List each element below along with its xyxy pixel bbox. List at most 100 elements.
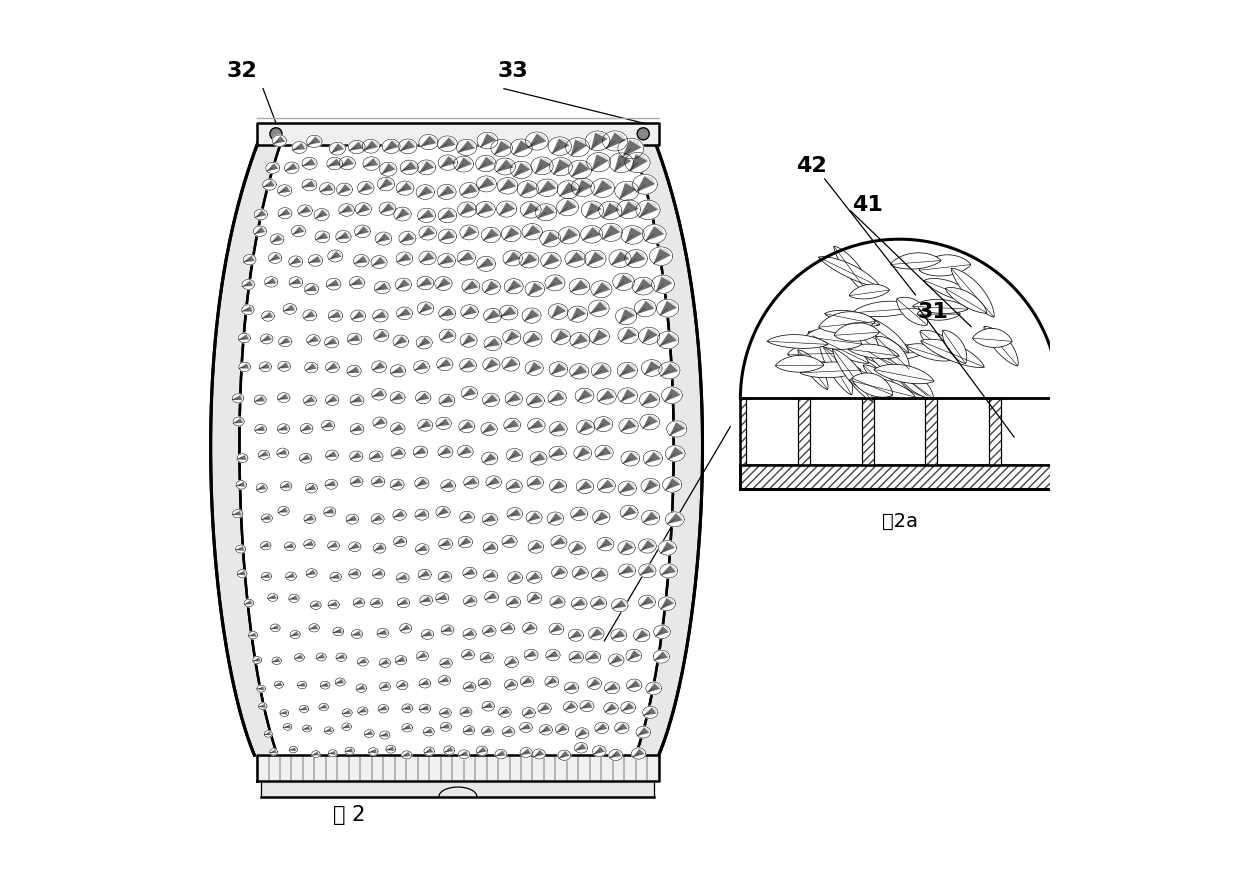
Polygon shape	[340, 205, 353, 213]
Polygon shape	[339, 204, 355, 216]
Polygon shape	[435, 276, 453, 290]
Polygon shape	[500, 307, 516, 317]
Polygon shape	[336, 158, 341, 165]
Polygon shape	[309, 726, 311, 730]
Polygon shape	[577, 481, 591, 491]
Polygon shape	[551, 481, 565, 490]
Polygon shape	[548, 137, 572, 156]
Polygon shape	[303, 157, 317, 170]
Polygon shape	[627, 650, 641, 661]
Polygon shape	[644, 707, 656, 716]
Polygon shape	[667, 513, 682, 524]
Polygon shape	[606, 538, 613, 545]
Polygon shape	[336, 653, 346, 662]
Polygon shape	[520, 252, 539, 268]
Polygon shape	[300, 705, 309, 712]
Polygon shape	[619, 364, 636, 377]
Polygon shape	[618, 655, 622, 661]
Polygon shape	[477, 203, 494, 215]
Polygon shape	[320, 682, 330, 689]
Polygon shape	[660, 564, 677, 578]
Polygon shape	[418, 420, 433, 431]
Polygon shape	[365, 708, 367, 712]
Polygon shape	[357, 181, 374, 195]
Polygon shape	[551, 597, 564, 606]
Polygon shape	[351, 311, 365, 320]
Polygon shape	[579, 162, 590, 170]
Polygon shape	[528, 677, 533, 683]
Polygon shape	[589, 300, 609, 316]
Polygon shape	[652, 275, 675, 294]
Polygon shape	[274, 163, 279, 169]
Polygon shape	[644, 451, 662, 466]
Polygon shape	[326, 278, 341, 290]
Polygon shape	[376, 749, 377, 753]
Polygon shape	[351, 629, 362, 639]
Polygon shape	[290, 631, 299, 636]
Polygon shape	[649, 565, 655, 572]
Polygon shape	[272, 658, 280, 662]
Polygon shape	[611, 251, 630, 265]
Polygon shape	[568, 306, 588, 323]
Polygon shape	[919, 255, 971, 276]
Polygon shape	[539, 453, 546, 460]
Polygon shape	[506, 202, 515, 209]
Polygon shape	[345, 748, 353, 753]
Polygon shape	[614, 155, 631, 172]
Polygon shape	[874, 364, 934, 384]
Polygon shape	[531, 203, 539, 210]
Polygon shape	[501, 225, 521, 242]
Polygon shape	[491, 453, 496, 459]
Polygon shape	[304, 683, 306, 687]
Polygon shape	[1053, 399, 1059, 464]
Polygon shape	[895, 369, 928, 396]
Polygon shape	[620, 329, 637, 342]
Polygon shape	[315, 231, 330, 243]
Polygon shape	[506, 393, 521, 403]
Polygon shape	[257, 685, 265, 692]
Polygon shape	[368, 749, 377, 753]
Polygon shape	[337, 184, 351, 194]
Polygon shape	[342, 710, 351, 714]
Polygon shape	[257, 484, 267, 490]
Polygon shape	[324, 232, 329, 239]
Polygon shape	[268, 593, 278, 601]
Polygon shape	[310, 601, 321, 609]
Polygon shape	[289, 595, 298, 600]
Polygon shape	[595, 133, 608, 139]
Polygon shape	[419, 161, 434, 173]
Polygon shape	[275, 594, 277, 599]
Polygon shape	[387, 683, 389, 688]
Polygon shape	[553, 330, 569, 343]
Polygon shape	[356, 543, 360, 548]
Polygon shape	[569, 279, 590, 295]
Polygon shape	[363, 141, 378, 151]
Polygon shape	[355, 515, 357, 521]
Polygon shape	[448, 710, 450, 715]
Polygon shape	[553, 677, 558, 683]
Polygon shape	[317, 602, 320, 607]
Polygon shape	[304, 395, 316, 406]
Polygon shape	[329, 310, 342, 322]
Polygon shape	[379, 515, 383, 520]
Polygon shape	[373, 158, 378, 165]
Polygon shape	[277, 253, 280, 259]
Polygon shape	[528, 724, 531, 729]
Polygon shape	[242, 306, 253, 312]
Polygon shape	[603, 131, 627, 151]
Polygon shape	[471, 597, 476, 602]
Polygon shape	[448, 724, 450, 729]
Polygon shape	[531, 452, 547, 465]
Polygon shape	[381, 544, 384, 549]
Polygon shape	[620, 542, 634, 553]
Polygon shape	[386, 705, 388, 711]
Polygon shape	[641, 478, 660, 494]
Polygon shape	[849, 377, 915, 399]
Polygon shape	[320, 184, 334, 192]
Polygon shape	[652, 707, 656, 714]
Polygon shape	[594, 417, 613, 432]
Polygon shape	[298, 683, 305, 687]
Polygon shape	[560, 330, 569, 336]
Polygon shape	[560, 228, 578, 242]
Polygon shape	[440, 708, 451, 718]
